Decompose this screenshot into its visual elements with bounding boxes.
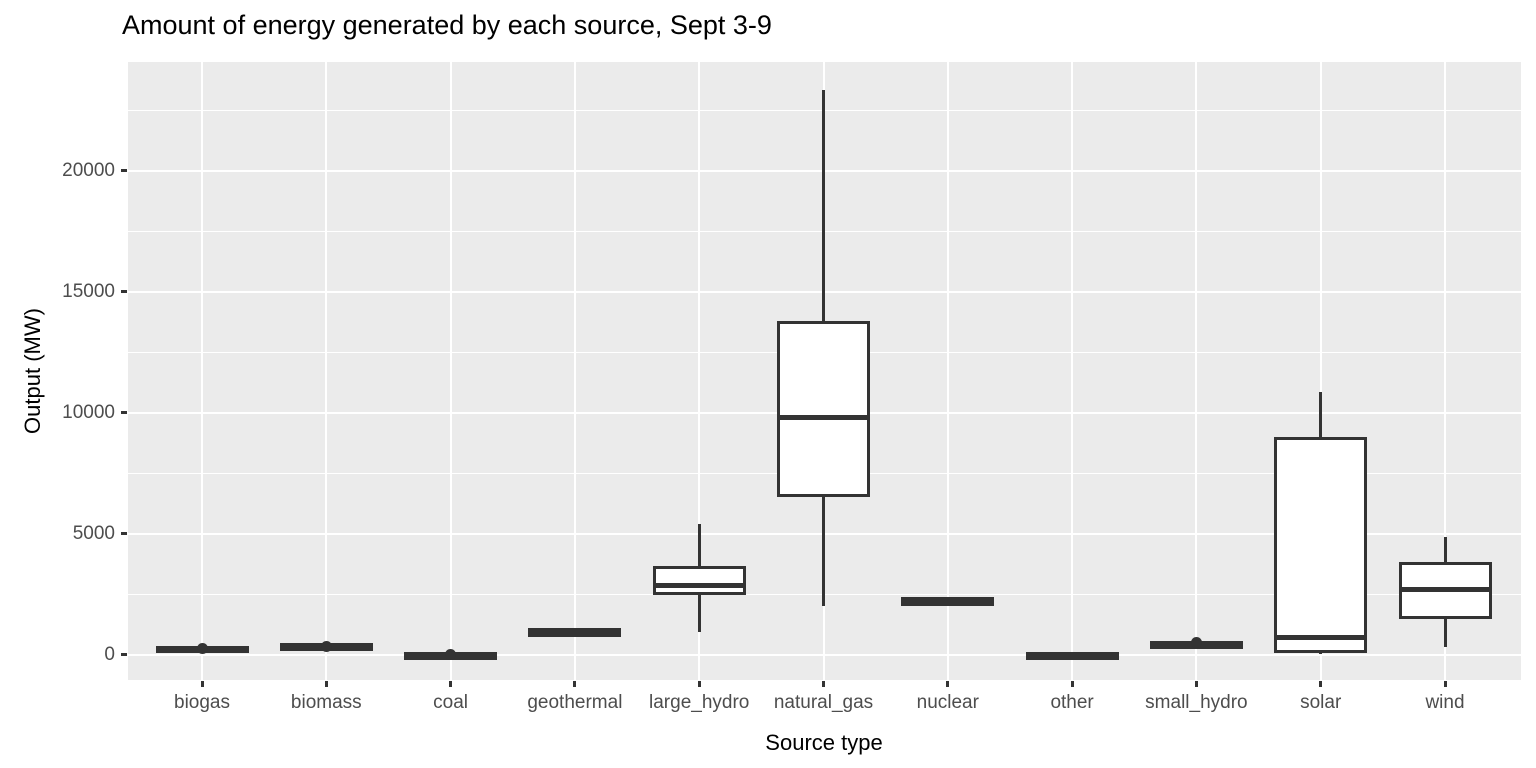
v-gridline xyxy=(201,62,203,680)
x-tick-label: biogas xyxy=(174,692,230,713)
x-tick-label: coal xyxy=(433,692,469,713)
y-tick-mark xyxy=(121,169,127,173)
whisker-lower xyxy=(822,497,825,607)
y-tick-mark xyxy=(121,532,127,536)
whisker-upper xyxy=(697,523,701,567)
v-gridline xyxy=(1071,62,1074,680)
x-tick-label: nuclear xyxy=(916,692,979,713)
x-tick-label: geothermal xyxy=(527,692,623,713)
v-gridline xyxy=(449,62,452,680)
x-tick-mark xyxy=(822,681,825,687)
x-tick-label: natural_gas xyxy=(773,692,874,713)
whisker-lower xyxy=(1443,619,1447,647)
median-line xyxy=(1025,652,1119,658)
v-gridline xyxy=(698,62,701,680)
x-tick-label: large_hydro xyxy=(649,692,750,713)
x-tick-mark xyxy=(1194,681,1198,687)
v-gridline xyxy=(1444,62,1446,680)
x-tick-mark xyxy=(1070,681,1074,687)
whisker-lower xyxy=(697,594,701,632)
x-tick-label: biomass xyxy=(290,692,362,713)
whisker-lower xyxy=(1319,652,1323,655)
y-tick-label: 20000 xyxy=(62,159,115,181)
whisker-upper xyxy=(1443,537,1447,562)
box xyxy=(1274,436,1368,653)
outlier-dot xyxy=(320,640,332,652)
y-tick-label: 0 xyxy=(104,643,115,665)
median-line xyxy=(777,415,870,421)
v-gridline xyxy=(573,62,576,680)
x-axis-title: Source type xyxy=(765,730,883,755)
x-tick-label: small_hydro xyxy=(1145,692,1248,713)
median-line xyxy=(901,597,995,603)
outlier-dot xyxy=(1190,636,1202,648)
plot-panel xyxy=(128,62,1521,680)
whisker-upper xyxy=(822,89,825,321)
x-tick-mark xyxy=(1443,681,1447,687)
x-tick-label: wind xyxy=(1425,692,1465,713)
v-gridline xyxy=(946,62,949,680)
v-gridline xyxy=(1319,62,1322,680)
x-tick-label: solar xyxy=(1300,692,1342,713)
x-tick-mark xyxy=(946,681,950,687)
outlier-dot xyxy=(445,648,457,660)
median-line xyxy=(528,628,622,634)
x-tick-mark xyxy=(324,681,328,687)
x-tick-label: other xyxy=(1050,692,1094,713)
v-gridline xyxy=(325,62,328,680)
box xyxy=(777,320,870,498)
x-tick-mark xyxy=(200,681,204,687)
x-tick-mark xyxy=(449,681,453,687)
y-tick-label: 5000 xyxy=(72,522,115,544)
outlier-dot xyxy=(196,642,208,654)
y-tick-label: 10000 xyxy=(62,401,115,423)
median-line xyxy=(1274,635,1368,641)
median-line xyxy=(1398,586,1492,592)
box xyxy=(652,566,746,595)
whisker-upper xyxy=(1319,392,1323,437)
v-gridline xyxy=(1195,62,1198,680)
x-tick-mark xyxy=(1319,681,1323,687)
y-tick-mark xyxy=(121,411,127,415)
x-tick-mark xyxy=(573,681,577,687)
y-tick-mark xyxy=(121,653,127,657)
y-tick-mark xyxy=(121,290,127,294)
h-gridline-major xyxy=(128,653,1521,656)
y-tick-label: 15000 xyxy=(62,280,115,302)
x-tick-mark xyxy=(697,681,701,687)
chart-title: Amount of energy generated by each sourc… xyxy=(122,10,772,40)
median-line xyxy=(652,582,746,588)
